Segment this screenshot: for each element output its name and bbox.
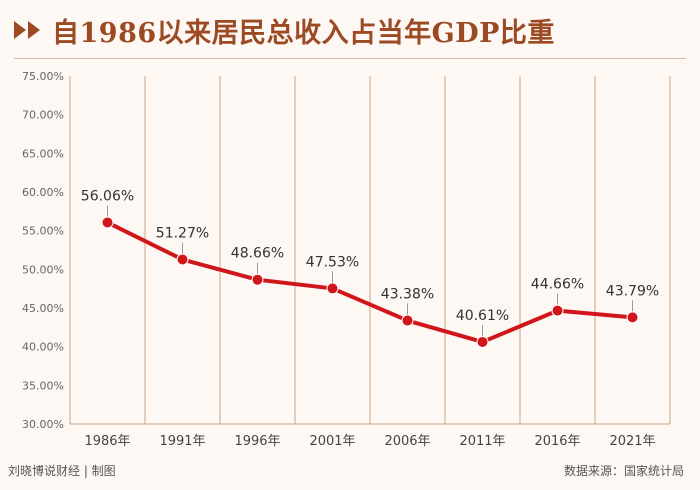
y-tick-label: 35.00% [22,379,64,392]
data-label: 48.66% [231,246,284,262]
data-label: 44.66% [531,277,584,293]
chart-title: 自1986以来居民总收入占当年GDP比重 [52,17,555,49]
x-tick-label: 1986年 [84,434,130,449]
x-tick-label: 1996年 [234,434,280,449]
x-tick-label: 1991年 [159,434,205,449]
credit-text: 刘晓博说财经 | 制图 [8,464,116,478]
y-tick-label: 65.00% [22,147,64,160]
data-point [176,253,189,266]
y-tick-label: 75.00% [22,70,64,83]
data-point [551,304,564,317]
double-chevron-icon [14,21,42,39]
y-tick-label: 45.00% [22,302,64,315]
x-tick-label: 2021年 [609,434,655,449]
x-tick-label: 2011年 [459,434,505,449]
y-tick-label: 55.00% [22,225,64,238]
data-label: 56.06% [81,188,134,204]
data-label: 43.79% [606,283,659,299]
data-point [326,282,339,295]
y-tick-label: 60.00% [22,186,64,199]
data-label: 40.61% [456,308,509,324]
data-label: 43.38% [381,287,434,303]
header: 自1986以来居民总收入占当年GDP比重 [14,6,694,54]
data-label: 47.53% [306,254,359,270]
data-point [476,335,489,348]
y-tick-label: 70.00% [22,109,64,122]
data-point [251,273,264,286]
data-point [626,311,639,324]
data-point [101,216,114,229]
y-tick-label: 50.00% [22,263,64,276]
data-point [401,314,414,327]
series-line [105,220,635,344]
x-tick-label: 2006年 [384,434,430,449]
y-tick-label: 40.00% [22,341,64,354]
x-tick-label: 2001年 [309,434,355,449]
title-divider [14,58,686,59]
x-tick-label: 2016年 [534,434,580,449]
y-tick-label: 30.00% [22,418,64,431]
source-text: 数据来源：国家统计局 [563,464,684,478]
data-label: 51.27% [156,226,209,242]
